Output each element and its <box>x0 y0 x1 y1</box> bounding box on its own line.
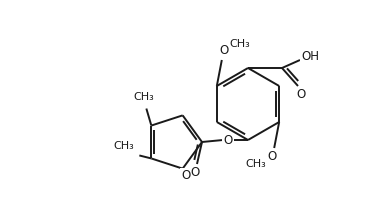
Text: CH₃: CH₃ <box>113 141 134 151</box>
Text: CH₃: CH₃ <box>229 39 250 49</box>
Text: O: O <box>223 133 233 146</box>
Text: OH: OH <box>301 49 319 62</box>
Text: O: O <box>190 167 199 179</box>
Text: O: O <box>296 87 306 100</box>
Text: O: O <box>268 151 277 164</box>
Text: CH₃: CH₃ <box>133 92 154 102</box>
Text: O: O <box>181 169 190 182</box>
Text: CH₃: CH₃ <box>246 159 266 169</box>
Text: O: O <box>219 44 228 57</box>
